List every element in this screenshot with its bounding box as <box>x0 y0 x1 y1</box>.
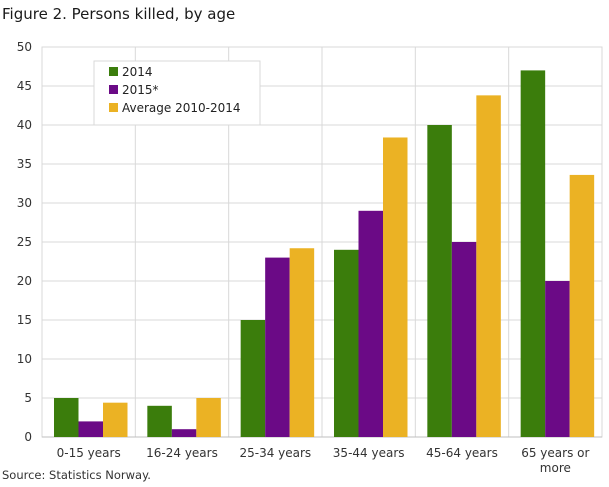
bars <box>54 70 595 438</box>
bar-average-2010-2014-1 <box>196 398 221 437</box>
y-tick-label: 15 <box>17 313 32 327</box>
y-tick-label: 30 <box>17 196 32 210</box>
y-tick-label: 45 <box>17 79 32 93</box>
y-tick-label: 35 <box>17 157 32 171</box>
y-axis-tick-labels: 0 5 10 15 20 25 30 35 40 45 50 <box>17 40 32 444</box>
x-category-label: 0-15 years <box>57 446 121 460</box>
x-category-label: 45-64 years <box>426 446 498 460</box>
legend-label: 2015* <box>122 83 159 97</box>
bar-average-2010-2014-3 <box>383 137 408 438</box>
x-category-label: 35-44 years <box>333 446 405 460</box>
bar-2015--2 <box>265 257 290 437</box>
y-tick-label: 40 <box>17 118 32 132</box>
source-note: Source: Statistics Norway. <box>2 468 151 482</box>
y-tick-label: 0 <box>24 430 32 444</box>
bar-average-2010-2014-4 <box>476 95 501 438</box>
bar-2015--4 <box>451 242 477 437</box>
bar-average-2010-2014-5 <box>569 174 595 438</box>
y-tick-label: 10 <box>17 352 32 366</box>
legend-swatch <box>109 85 118 94</box>
bar-2014-1 <box>147 405 172 437</box>
legend-label: Average 2010-2014 <box>122 101 241 115</box>
legend-box <box>93 60 261 126</box>
x-category-label: 65 years or more <box>521 446 589 475</box>
bar-2014-4 <box>427 125 452 437</box>
y-tick-label: 50 <box>17 40 32 54</box>
bar-2014-5 <box>520 70 546 438</box>
x-category-label: 16-24 years <box>146 446 218 460</box>
bar-2014-2 <box>240 320 266 437</box>
bar-average-2010-2014-0 <box>103 402 128 437</box>
bar-2014-3 <box>334 249 359 437</box>
bar-2015--1 <box>171 429 197 437</box>
legend-swatch <box>109 103 118 112</box>
bar-2015--0 <box>78 421 103 437</box>
legend-label: 2014 <box>122 65 153 79</box>
legend-swatch <box>109 67 118 76</box>
x-category-label: 25-34 years <box>239 446 311 460</box>
chart-title: Figure 2. Persons killed, by age <box>2 5 236 23</box>
y-tick-label: 5 <box>24 391 32 405</box>
y-tick-label: 20 <box>17 274 32 288</box>
bar-average-2010-2014-2 <box>289 248 315 437</box>
y-tick-label: 25 <box>17 235 32 249</box>
bar-2014-0 <box>54 398 79 437</box>
x-axis-category-labels: 0-15 years 16-24 years 25-34 years 35-44 ye… <box>57 446 590 475</box>
bar-2015--3 <box>358 210 383 437</box>
legend: 2014 2015* Average 2010-2014 <box>93 60 261 126</box>
bar-2015--5 <box>545 281 570 437</box>
